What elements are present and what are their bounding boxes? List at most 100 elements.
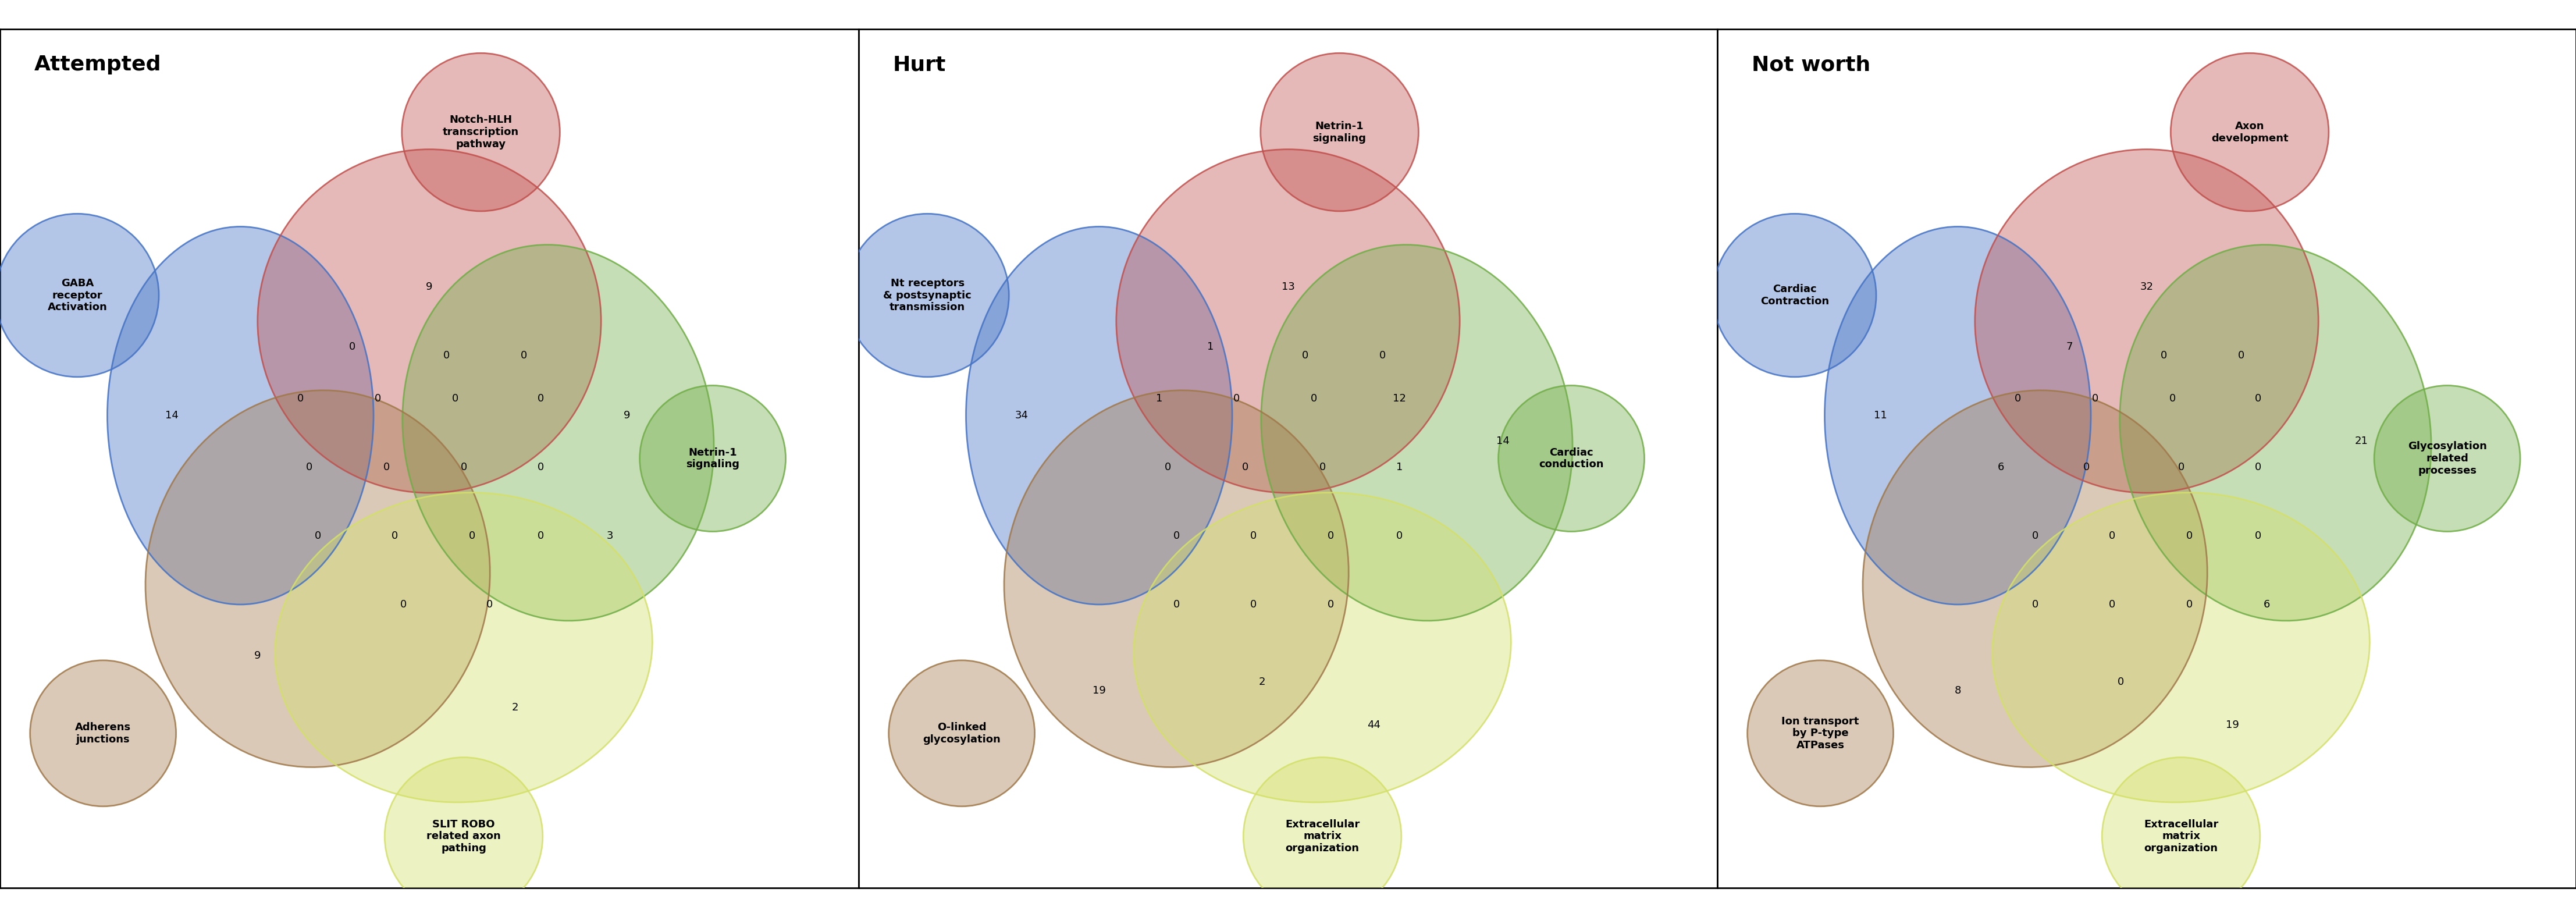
Text: 0: 0 <box>469 531 477 541</box>
Text: 11: 11 <box>1873 410 1888 421</box>
Text: 0: 0 <box>2254 462 2262 472</box>
Text: 14: 14 <box>165 410 178 421</box>
Circle shape <box>384 757 544 915</box>
Text: 0: 0 <box>2110 531 2115 541</box>
Text: 0: 0 <box>348 342 355 352</box>
Text: 1: 1 <box>1157 393 1162 403</box>
Circle shape <box>889 660 1036 806</box>
Text: 19: 19 <box>1092 685 1105 696</box>
Ellipse shape <box>276 492 652 802</box>
Text: 0: 0 <box>2169 393 2177 403</box>
Ellipse shape <box>966 226 1231 604</box>
Text: 0: 0 <box>1234 393 1239 403</box>
Text: 0: 0 <box>399 600 407 610</box>
Text: Attempted: Attempted <box>33 55 162 74</box>
Text: 0: 0 <box>1249 600 1257 610</box>
Circle shape <box>1747 660 1893 806</box>
Circle shape <box>639 385 786 532</box>
Text: 0: 0 <box>2032 600 2038 610</box>
Text: 0: 0 <box>538 393 544 403</box>
Circle shape <box>1713 214 1875 377</box>
Ellipse shape <box>1262 245 1571 621</box>
Text: 2: 2 <box>1260 677 1265 687</box>
Text: Axon
development: Axon development <box>2210 121 2287 143</box>
Text: 0: 0 <box>1172 600 1180 610</box>
Text: 0: 0 <box>2092 393 2099 403</box>
Text: 13: 13 <box>1280 282 1296 292</box>
Text: 7: 7 <box>2066 342 2074 352</box>
Text: 0: 0 <box>1396 531 1404 541</box>
Text: Adherens
junctions: Adherens junctions <box>75 722 131 745</box>
Ellipse shape <box>1991 492 2370 802</box>
Text: 1: 1 <box>1396 462 1404 472</box>
Text: 34: 34 <box>1015 410 1028 421</box>
Text: Glycosylation
related
processes: Glycosylation related processes <box>2409 441 2486 476</box>
Circle shape <box>1260 53 1419 211</box>
Text: 0: 0 <box>2110 600 2115 610</box>
Ellipse shape <box>2120 245 2432 621</box>
Ellipse shape <box>1824 226 2092 604</box>
Text: 14: 14 <box>1497 436 1510 447</box>
Text: 0: 0 <box>2239 350 2244 360</box>
Text: Not worth: Not worth <box>1752 55 1870 74</box>
Ellipse shape <box>1115 149 1461 492</box>
Text: 0: 0 <box>314 531 322 541</box>
Text: Cardiac
conduction: Cardiac conduction <box>1538 447 1605 470</box>
Circle shape <box>31 660 175 806</box>
Text: SLIT ROBO
related axon
pathing: SLIT ROBO related axon pathing <box>428 819 500 854</box>
Circle shape <box>1499 385 1643 532</box>
Ellipse shape <box>258 149 600 492</box>
Text: Hurt: Hurt <box>894 55 945 74</box>
Text: Ion transport
by P-type
ATPases: Ion transport by P-type ATPases <box>1783 716 1860 751</box>
Text: 0: 0 <box>1301 350 1309 360</box>
Text: 0: 0 <box>392 531 399 541</box>
Circle shape <box>402 53 559 211</box>
Text: O-linked
glycosylation: O-linked glycosylation <box>922 722 999 745</box>
Text: 2: 2 <box>513 702 518 713</box>
Text: 0: 0 <box>1249 531 1257 541</box>
Circle shape <box>2102 757 2259 915</box>
Text: 0: 0 <box>1311 393 1316 403</box>
Text: 0: 0 <box>2084 462 2089 472</box>
Text: 0: 0 <box>1327 531 1334 541</box>
Text: 6: 6 <box>2264 600 2269 610</box>
Text: 0: 0 <box>2014 393 2022 403</box>
Text: 0: 0 <box>1327 600 1334 610</box>
Text: 0: 0 <box>307 462 312 472</box>
Circle shape <box>845 214 1010 377</box>
Text: 0: 0 <box>384 462 389 472</box>
Text: 0: 0 <box>2117 677 2125 687</box>
Text: 0: 0 <box>2187 600 2192 610</box>
Ellipse shape <box>1976 149 2318 492</box>
Text: Notch-HLH
transcription
pathway: Notch-HLH transcription pathway <box>443 115 518 149</box>
Text: 0: 0 <box>1164 462 1172 472</box>
Text: 0: 0 <box>538 462 544 472</box>
Text: 8: 8 <box>1955 685 1960 696</box>
Text: 44: 44 <box>1368 720 1381 730</box>
Text: 0: 0 <box>2254 393 2262 403</box>
Text: 0: 0 <box>451 393 459 403</box>
Text: 9: 9 <box>255 651 260 661</box>
Text: 9: 9 <box>623 410 631 421</box>
Text: 32: 32 <box>2141 282 2154 292</box>
Text: 0: 0 <box>1242 462 1249 472</box>
Text: Extracellular
matrix
organization: Extracellular matrix organization <box>2143 819 2218 854</box>
Text: 0: 0 <box>443 350 451 360</box>
Text: 0: 0 <box>2254 531 2262 541</box>
Text: 0: 0 <box>1378 350 1386 360</box>
Text: 0: 0 <box>2177 462 2184 472</box>
Ellipse shape <box>402 245 714 621</box>
Text: 0: 0 <box>487 600 492 610</box>
Text: GABA
receptor
Activation: GABA receptor Activation <box>46 278 108 313</box>
Circle shape <box>2375 385 2519 532</box>
Text: Extracellular
matrix
organization: Extracellular matrix organization <box>1285 819 1360 854</box>
Text: 0: 0 <box>296 393 304 403</box>
Text: 1: 1 <box>1208 342 1213 352</box>
Ellipse shape <box>1862 391 2208 768</box>
Ellipse shape <box>144 391 489 768</box>
Text: 6: 6 <box>1996 462 2004 472</box>
Text: 0: 0 <box>2161 350 2166 360</box>
Text: Netrin-1
signaling: Netrin-1 signaling <box>1314 121 1365 143</box>
Text: 21: 21 <box>2354 436 2367 447</box>
Text: 9: 9 <box>425 282 433 292</box>
